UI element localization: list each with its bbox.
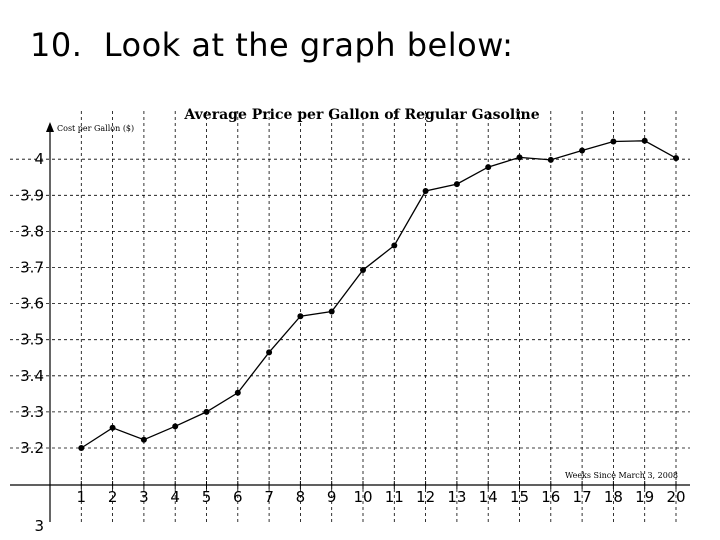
y-tick-label-3.5: 3.5	[20, 331, 44, 349]
x-tick-labels: 1 2 3 4 5 6 7 8 9 10 11 12 13 14 15 16 17 18 19 20	[77, 488, 686, 506]
x-tick-label-9: 9	[327, 488, 337, 506]
grid-lines	[10, 111, 690, 522]
data-point-week-1	[78, 445, 85, 451]
x-tick-label-18: 18	[604, 488, 623, 506]
data-point-week-9	[328, 308, 335, 315]
y-axis-label: Cost per Gallon ($)	[57, 124, 134, 133]
y-tick-label-3.4: 3.4	[20, 367, 44, 385]
data-point-week-18	[610, 138, 617, 145]
y-tick-label-3.2: 3.2	[20, 439, 44, 457]
y-tick-labels: 3.2 3.3 3.4 3.5 3.6 3.7 3.8 3.9 4 3	[20, 150, 44, 535]
axes	[10, 122, 690, 522]
x-tick-label-15: 15	[510, 488, 529, 506]
y-tick-label-3.8: 3.8	[20, 222, 44, 240]
data-point-week-19	[641, 137, 648, 144]
y-tick-label-3.6: 3.6	[20, 295, 44, 313]
chart-title: Average Price per Gallon of Regular Gaso…	[183, 107, 539, 123]
data-point-week-4	[172, 423, 179, 430]
y-tick-label-3.9: 3.9	[20, 186, 44, 204]
x-tick-label-11: 11	[385, 488, 404, 506]
x-tick-label-6: 6	[233, 488, 243, 506]
x-tick-label-1: 1	[77, 488, 87, 506]
data-point-week-2	[109, 424, 116, 431]
x-tick-label-7: 7	[264, 488, 274, 506]
y-tick-label-partial: 3	[34, 517, 44, 535]
slide-title: 10. Look at the graph below:	[30, 26, 514, 64]
x-tick-label-19: 19	[635, 488, 654, 506]
x-tick-label-20: 20	[666, 488, 685, 506]
y-tick-label-4: 4	[34, 150, 44, 168]
data-point-week-10	[360, 267, 366, 274]
data-point-week-15	[516, 154, 523, 161]
x-tick-label-8: 8	[296, 488, 306, 506]
data-point-week-12	[422, 187, 429, 194]
x-tick-label-12: 12	[416, 488, 435, 506]
data-point-week-14	[485, 164, 492, 171]
data-point-week-17	[579, 147, 586, 154]
y-axis-arrow	[46, 122, 54, 132]
data-point-week-3	[140, 436, 147, 443]
series-line	[80, 140, 677, 449]
data-point-week-8	[297, 313, 304, 320]
y-tick-label-3.7: 3.7	[20, 259, 44, 277]
data-point-week-13	[453, 181, 460, 188]
data-point-week-7	[266, 349, 273, 356]
x-tick-label-14: 14	[479, 488, 498, 506]
x-tick-label-3: 3	[139, 488, 149, 506]
x-tick-label-10: 10	[353, 488, 372, 506]
data-point-week-5	[203, 408, 210, 415]
data-point-week-16	[547, 156, 554, 163]
data-point-week-20	[673, 155, 679, 162]
series-gas-price	[78, 137, 679, 451]
x-axis-label: Weeks Since March 3, 2008	[565, 471, 678, 480]
x-tick-label-2: 2	[108, 488, 118, 506]
x-tick-label-17: 17	[573, 488, 592, 506]
x-tick-label-13: 13	[447, 488, 466, 506]
x-tick-label-4: 4	[170, 488, 180, 506]
data-point-week-6	[234, 389, 241, 396]
data-point-week-11	[391, 242, 398, 249]
x-tick-label-16: 16	[541, 488, 560, 506]
y-tick-label-3.3: 3.3	[20, 403, 44, 421]
x-tick-label-5: 5	[202, 488, 212, 506]
